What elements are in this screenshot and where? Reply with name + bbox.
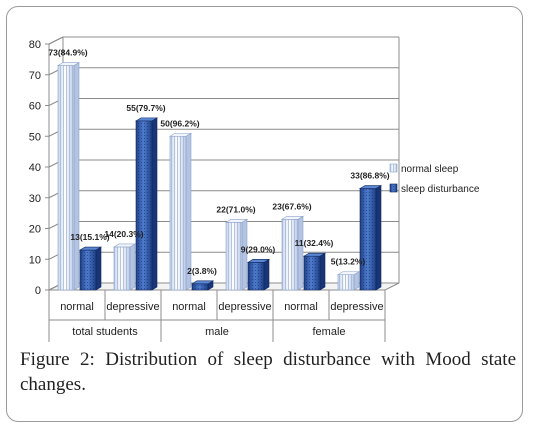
y-tick-label: 80 xyxy=(29,39,41,51)
bar-normal-sleep-top xyxy=(336,271,361,275)
bar-normal-sleep-top xyxy=(224,219,249,223)
y-tick-label: 50 xyxy=(29,131,41,143)
data-label: 9(29.0%) xyxy=(241,244,276,254)
bar-sleep-disturbance xyxy=(358,184,383,291)
bar-normal-sleep-top xyxy=(168,132,193,137)
data-label: 50(96.2%) xyxy=(160,118,199,128)
x-tick-label: normal xyxy=(60,301,94,313)
bar-sleep-disturbance-side xyxy=(95,246,102,291)
bar-normal-sleep xyxy=(112,243,137,291)
legend-swatch-texture xyxy=(390,184,397,192)
bar-normal-sleep-texture xyxy=(226,222,242,290)
bar-normal-sleep xyxy=(224,218,249,291)
bar-sleep-disturbance xyxy=(78,246,103,291)
caption-label: Figure 2: xyxy=(20,349,95,370)
x-tick-label: depressive xyxy=(330,301,383,313)
bar-sleep-disturbance-texture xyxy=(360,188,376,290)
bar-sleep-disturbance xyxy=(302,252,327,291)
y-axis: 0 10 20 30 40 50 60 70 80 xyxy=(29,39,41,297)
bar-sleep-disturbance-top xyxy=(134,117,159,122)
y-tick-label: 20 xyxy=(29,224,41,236)
data-label: 14(20.3%) xyxy=(104,229,143,239)
data-label: 13(15.1%) xyxy=(70,232,109,242)
bar-normal-sleep-side xyxy=(129,243,136,291)
bar-normal-sleep xyxy=(336,271,361,291)
bar-normal-sleep xyxy=(280,215,305,291)
bar-sleep-disturbance-top xyxy=(78,246,103,251)
bar-normal-sleep-top xyxy=(280,215,305,220)
y-tick-label: 0 xyxy=(35,285,41,297)
data-label: 22(71.0%) xyxy=(216,204,255,214)
group-label: total students xyxy=(72,326,138,338)
x-tick-label: normal xyxy=(284,301,318,313)
x-tick-label: normal xyxy=(172,301,206,313)
bar-normal-sleep-side xyxy=(297,215,304,291)
bar-normal-sleep-texture xyxy=(338,274,354,290)
data-label: 2(3.8%) xyxy=(187,266,217,276)
x-tick-label: depressive xyxy=(106,301,159,313)
bar-sleep-disturbance-side xyxy=(319,252,326,291)
bar-sleep-disturbance-side xyxy=(375,184,382,291)
data-label: 11(32.4%) xyxy=(295,238,334,248)
legend: normal sleep sleep disturbance xyxy=(389,163,480,195)
figure-caption: Figure 2: Distribution of sleep disturba… xyxy=(20,347,516,397)
caption-text: Distribution of sleep disturbance with M… xyxy=(20,349,517,395)
data-label: 55(79.7%) xyxy=(126,103,165,113)
bar-normal-sleep-side xyxy=(241,218,248,291)
bars xyxy=(56,61,383,291)
bar-sleep-disturbance xyxy=(190,280,215,291)
data-label: 73(84.9%) xyxy=(48,48,87,58)
data-label: 5(13.2%) xyxy=(331,257,366,267)
bar-normal-sleep-texture xyxy=(58,65,74,291)
y-tick-label: 40 xyxy=(29,162,41,174)
data-label: 23(67.6%) xyxy=(272,201,311,211)
group-label: male xyxy=(205,326,229,338)
data-labels: 73(84.9%) 13(15.1%)14(20.3%) 55(79.7%) 50(9… xyxy=(48,48,389,276)
bar-sleep-disturbance xyxy=(134,117,159,291)
bar-normal-sleep-top xyxy=(112,243,137,248)
bar-sleep-disturbance-texture xyxy=(80,250,96,290)
bar-sleep-disturbance-side xyxy=(151,117,158,291)
bar-sleep-disturbance-top xyxy=(190,280,215,285)
bar-normal-sleep-top xyxy=(56,62,81,66)
x-axis: normal depressive total students normal depr… xyxy=(48,290,386,342)
y-tick-label: 70 xyxy=(29,70,41,82)
bar-sleep-disturbance-texture xyxy=(248,262,264,290)
bar-normal-sleep-texture xyxy=(114,246,130,290)
bar-chart: 0 10 20 30 40 50 60 70 80 73(84.9%) 13(15.1%)14(2… xyxy=(29,36,480,342)
gridline-diag xyxy=(48,36,64,45)
x-tick-label: depressive xyxy=(218,301,271,313)
legend-swatch-texture xyxy=(390,164,397,172)
y-tick-label: 30 xyxy=(29,193,41,205)
bar-sleep-disturbance-top xyxy=(302,252,327,257)
bar-sleep-disturbance-texture xyxy=(192,283,208,290)
group-label: female xyxy=(312,326,345,338)
bar-normal-sleep-texture xyxy=(282,219,298,290)
bar-sleep-disturbance-top xyxy=(358,185,383,189)
bar-normal-sleep xyxy=(168,132,193,291)
bar-sleep-disturbance-top xyxy=(246,259,271,263)
y-tick-label: 10 xyxy=(29,254,41,266)
bar-normal-sleep xyxy=(56,61,81,291)
bar-sleep-disturbance-texture xyxy=(304,256,320,290)
bar-normal-sleep-side xyxy=(73,61,80,291)
bar-sleep-disturbance-texture xyxy=(136,120,152,290)
y-tick-label: 60 xyxy=(29,101,41,113)
figure-frame xyxy=(6,6,523,422)
legend-label: normal sleep xyxy=(401,164,459,175)
bar-sleep-disturbance xyxy=(246,258,271,291)
bar-sleep-disturbance-side xyxy=(263,258,270,291)
data-label: 33(86.8%) xyxy=(350,171,389,181)
legend-label: sleep disturbance xyxy=(401,184,480,195)
bar-normal-sleep-texture xyxy=(170,136,186,290)
